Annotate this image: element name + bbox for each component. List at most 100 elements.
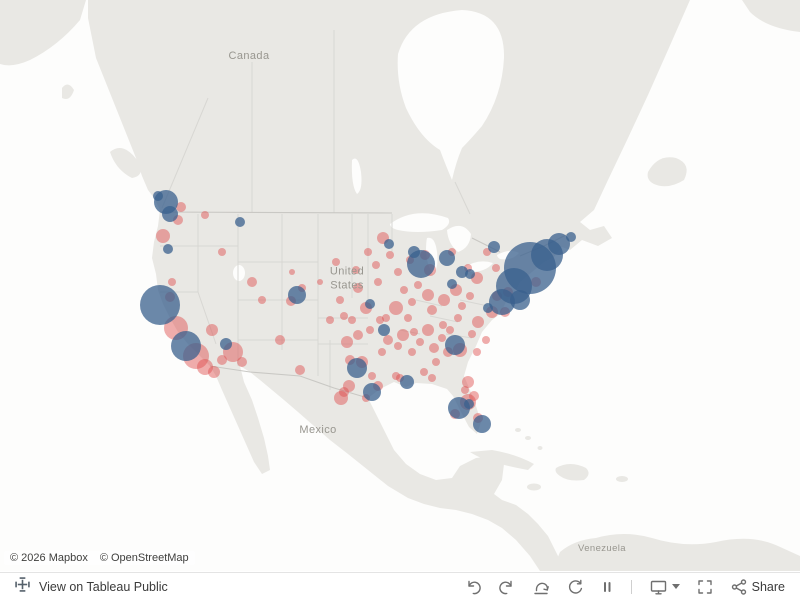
bubble-red[interactable] [482,336,490,344]
bubble-red[interactable] [217,355,227,365]
bubble-red[interactable] [275,335,285,345]
bubble-blue[interactable] [439,250,455,266]
bubble-red[interactable] [378,348,386,356]
bubble-red[interactable] [289,269,295,275]
bubble-red[interactable] [340,312,348,320]
bubble-red[interactable] [466,292,474,300]
bubble-red[interactable] [414,281,422,289]
bubble-blue[interactable] [378,324,390,336]
bubble-red[interactable] [352,266,360,274]
bubble-red[interactable] [392,372,400,380]
bubble-blue[interactable] [488,241,500,253]
bubble-blue[interactable] [288,286,306,304]
bubble-red[interactable] [461,386,469,394]
download-button[interactable] [646,576,683,598]
bubble-red[interactable] [420,368,428,376]
bubble-red[interactable] [389,301,403,315]
bubble-red[interactable] [353,330,363,340]
bubble-red[interactable] [410,328,418,336]
bubble-red[interactable] [336,296,344,304]
bubble-red[interactable] [247,277,257,287]
bubble-red[interactable] [438,294,450,306]
bubble-red[interactable] [176,202,186,212]
bubble-red[interactable] [208,366,220,378]
bubble-red[interactable] [383,335,393,345]
bubble-red[interactable] [353,283,363,293]
pause-button[interactable] [597,576,617,598]
bubble-red[interactable] [372,261,380,269]
bubble-blue[interactable] [153,191,163,201]
bubble-red[interactable] [492,264,500,272]
bubble-red[interactable] [454,314,462,322]
bubble-blue[interactable] [407,250,435,278]
bubble-red[interactable] [332,258,340,266]
bubble-red[interactable] [400,286,408,294]
bubble-blue[interactable] [400,375,414,389]
bubble-red[interactable] [168,278,176,286]
bubble-blue[interactable] [473,415,491,433]
bubble-red[interactable] [469,391,479,401]
bubble-blue[interactable] [220,338,232,350]
bubble-red[interactable] [394,268,402,276]
bubble-blue[interactable] [456,266,468,278]
bubble-red[interactable] [218,248,226,256]
refresh-button[interactable] [563,576,587,598]
bubble-red[interactable] [404,314,412,322]
fullscreen-button[interactable] [693,576,717,598]
bubble-red[interactable] [348,316,356,324]
bubble-red[interactable] [429,343,439,353]
bubble-blue[interactable] [171,331,201,361]
bubble-red[interactable] [422,289,434,301]
bubble-red[interactable] [439,321,447,329]
view-on-tableau-link[interactable]: View on Tableau Public [14,576,168,598]
bubble-blue[interactable] [363,383,381,401]
bubble-red[interactable] [237,357,247,367]
map-canvas[interactable]: Canada United States Mexico Venezuela © 202… [0,0,800,571]
bubble-red[interactable] [416,338,424,346]
bubble-blue[interactable] [464,399,474,409]
bubble-red[interactable] [326,316,334,324]
bubble-red[interactable] [201,211,209,219]
bubble-blue[interactable] [235,217,245,227]
bubble-blue[interactable] [384,239,394,249]
bubble-red[interactable] [397,329,409,341]
bubble-red[interactable] [408,348,416,356]
bubble-red[interactable] [428,374,436,382]
bubble-red[interactable] [343,380,355,392]
mapbox-attribution-link[interactable]: © 2026 Mapbox [10,552,88,564]
bubble-red[interactable] [458,302,466,310]
redo-button[interactable] [495,576,519,598]
bubble-red[interactable] [446,326,454,334]
bubble-red[interactable] [368,372,376,380]
bubble-blue[interactable] [347,358,367,378]
bubble-blue[interactable] [140,285,180,325]
bubble-red[interactable] [341,336,353,348]
bubble-red[interactable] [438,334,446,342]
bubble-red[interactable] [374,278,382,286]
bubble-red[interactable] [394,342,402,350]
bubble-red[interactable] [468,330,476,338]
bubble-red[interactable] [295,365,305,375]
bubble-red[interactable] [462,376,474,388]
bubble-red[interactable] [258,296,266,304]
bubble-red[interactable] [366,326,374,334]
bubble-blue[interactable] [445,335,465,355]
bubble-red[interactable] [376,316,384,324]
bubble-blue[interactable] [447,279,457,289]
bubble-red[interactable] [334,391,348,405]
bubble-red[interactable] [339,387,349,397]
bubble-red[interactable] [386,251,394,259]
bubble-red[interactable] [382,314,390,322]
bubble-red[interactable] [197,359,213,375]
replay-button[interactable] [529,576,553,598]
share-button[interactable]: Share [727,576,788,598]
bubble-red[interactable] [472,316,484,328]
bubble-red[interactable] [206,324,218,336]
bubble-red[interactable] [408,298,416,306]
bubble-red[interactable] [427,305,437,315]
bubble-blue[interactable] [163,244,173,254]
bubble-red[interactable] [317,279,323,285]
bubble-red[interactable] [432,358,440,366]
bubble-red[interactable] [364,248,372,256]
bubble-blue[interactable] [566,232,576,242]
